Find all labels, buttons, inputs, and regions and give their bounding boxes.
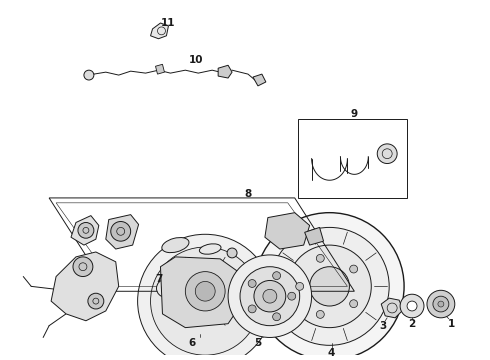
Polygon shape [265,213,310,249]
Circle shape [427,290,455,318]
Circle shape [111,221,131,241]
Circle shape [317,255,324,262]
Circle shape [84,70,94,80]
Text: 7: 7 [155,274,162,284]
Circle shape [438,301,444,307]
Circle shape [227,248,237,258]
Polygon shape [106,215,139,249]
Text: 11: 11 [161,18,176,28]
Text: 3: 3 [380,321,387,331]
Polygon shape [51,252,119,321]
Circle shape [310,267,349,306]
Text: 4: 4 [328,348,335,358]
Circle shape [248,280,256,287]
Circle shape [433,296,449,312]
Text: 8: 8 [245,189,251,199]
Ellipse shape [199,244,221,254]
Polygon shape [305,228,323,245]
Text: 1: 1 [448,319,455,329]
Circle shape [254,280,286,312]
Circle shape [196,282,215,301]
Circle shape [73,257,93,276]
Circle shape [162,284,170,292]
Text: 6: 6 [189,338,196,348]
Polygon shape [161,257,240,328]
Circle shape [240,267,300,326]
Circle shape [377,144,397,163]
Circle shape [255,213,404,360]
Circle shape [400,294,424,318]
Circle shape [78,222,94,238]
Circle shape [295,283,304,290]
Circle shape [288,292,295,300]
Text: 2: 2 [409,319,416,329]
Circle shape [228,255,312,337]
Circle shape [138,234,273,360]
Circle shape [270,228,389,345]
Circle shape [156,279,174,297]
Polygon shape [253,74,266,86]
Ellipse shape [162,238,189,253]
Circle shape [272,313,281,321]
Text: 5: 5 [254,338,262,348]
Polygon shape [155,64,165,74]
Polygon shape [71,216,99,245]
Circle shape [272,272,281,280]
Bar [298,119,407,198]
Polygon shape [150,23,169,39]
Circle shape [185,272,225,311]
Circle shape [263,289,277,303]
Circle shape [407,301,417,311]
Circle shape [317,310,324,318]
Circle shape [350,265,358,273]
Polygon shape [218,65,232,78]
Circle shape [248,305,256,313]
Text: 9: 9 [351,109,358,120]
Circle shape [288,245,371,328]
Circle shape [150,247,260,355]
Circle shape [350,300,358,308]
Circle shape [171,240,180,250]
Polygon shape [381,298,403,318]
Text: 10: 10 [189,55,203,66]
Circle shape [88,293,104,309]
